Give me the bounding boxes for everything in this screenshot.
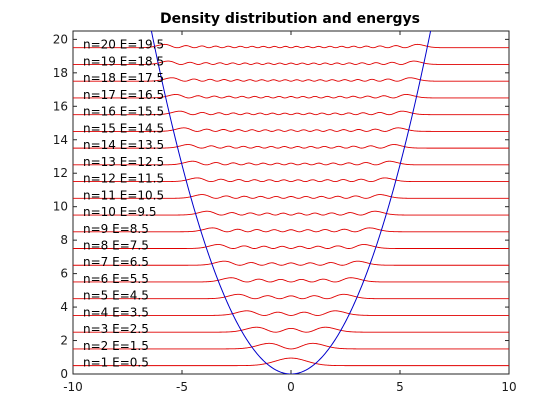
level-label-n6: n=6 E=5.5: [83, 272, 149, 286]
density-line-n9: [73, 227, 509, 233]
level-label-n20: n=20 E=19.5: [83, 38, 164, 52]
chart-title: Density distribution and energys: [160, 11, 420, 27]
density-line-n20: [73, 43, 509, 49]
density-line-n8: [73, 244, 509, 249]
level-label-n16: n=16 E=15.5: [83, 105, 164, 119]
density-line-n4: [73, 310, 509, 316]
level-label-layer: n=1 E=0.5 n=2 E=1.5 n=3 E=2.5 n=4 E=3.5 n=5 …: [83, 38, 164, 370]
density-line-n16: [73, 110, 509, 116]
x-tick-label: -5: [176, 380, 188, 394]
density-line-n17: [73, 94, 509, 99]
level-label-n3: n=3 E=2.5: [83, 322, 149, 336]
y-tick-label: 18: [53, 66, 68, 80]
level-label-n14: n=14 E=13.5: [83, 138, 164, 152]
y-tick-label: 16: [53, 99, 68, 113]
density-line-n2: [73, 342, 509, 350]
y-tick-label: 4: [60, 300, 68, 314]
density-line-n19: [73, 60, 509, 65]
y-tick-label: 6: [60, 267, 68, 281]
level-label-n13: n=13 E=12.5: [83, 155, 164, 169]
density-line-n18: [73, 77, 509, 82]
density-line-n15: [73, 127, 509, 132]
density-line-n10: [73, 210, 509, 216]
density-line-n3: [73, 326, 509, 333]
x-tick-label: -10: [63, 380, 83, 394]
level-label-n17: n=17 E=16.5: [83, 88, 164, 102]
level-label-n15: n=15 E=14.5: [83, 121, 164, 135]
y-tick-label: 10: [53, 200, 68, 214]
y-tick-label: 8: [60, 233, 68, 247]
level-label-n12: n=12 E=11.5: [83, 172, 164, 186]
level-label-n11: n=11 E=10.5: [83, 188, 164, 202]
axis-layer: -10 -5 0 5 10 0 2 4 6 8 10 12 14 16 18 20: [53, 31, 517, 394]
x-tick-label: 0: [287, 380, 295, 394]
level-label-n4: n=4 E=3.5: [83, 305, 149, 319]
level-label-n1: n=1 E=0.5: [83, 356, 149, 370]
y-tick-label: 14: [53, 133, 68, 147]
x-tick-label: 10: [501, 380, 516, 394]
y-tick-label: 20: [53, 32, 68, 46]
y-tick-label: 2: [60, 334, 68, 348]
density-line-n14: [73, 144, 509, 149]
level-label-n2: n=2 E=1.5: [83, 339, 149, 353]
level-label-n10: n=10 E=9.5: [83, 205, 156, 219]
series-layer: [73, 31, 509, 374]
level-label-n9: n=9 E=8.5: [83, 222, 149, 236]
level-label-n18: n=18 E=17.5: [83, 71, 164, 85]
level-label-n7: n=7 E=6.5: [83, 255, 149, 269]
x-tick-label: 5: [396, 380, 404, 394]
y-tick-label: 0: [60, 367, 68, 381]
density-line-n12: [73, 177, 509, 183]
density-line-n11: [73, 194, 509, 199]
plot-area: [72, 30, 510, 375]
density-line-n13: [73, 160, 509, 166]
density-line-n1: [73, 357, 509, 367]
level-label-n8: n=8 E=7.5: [83, 239, 149, 253]
level-label-n5: n=5 E=4.5: [83, 289, 149, 303]
density-line-n7: [73, 260, 509, 266]
density-line-n6: [73, 277, 509, 283]
y-tick-label: 12: [53, 166, 68, 180]
level-label-n19: n=19 E=18.5: [83, 55, 164, 69]
density-line-n5: [73, 293, 509, 300]
